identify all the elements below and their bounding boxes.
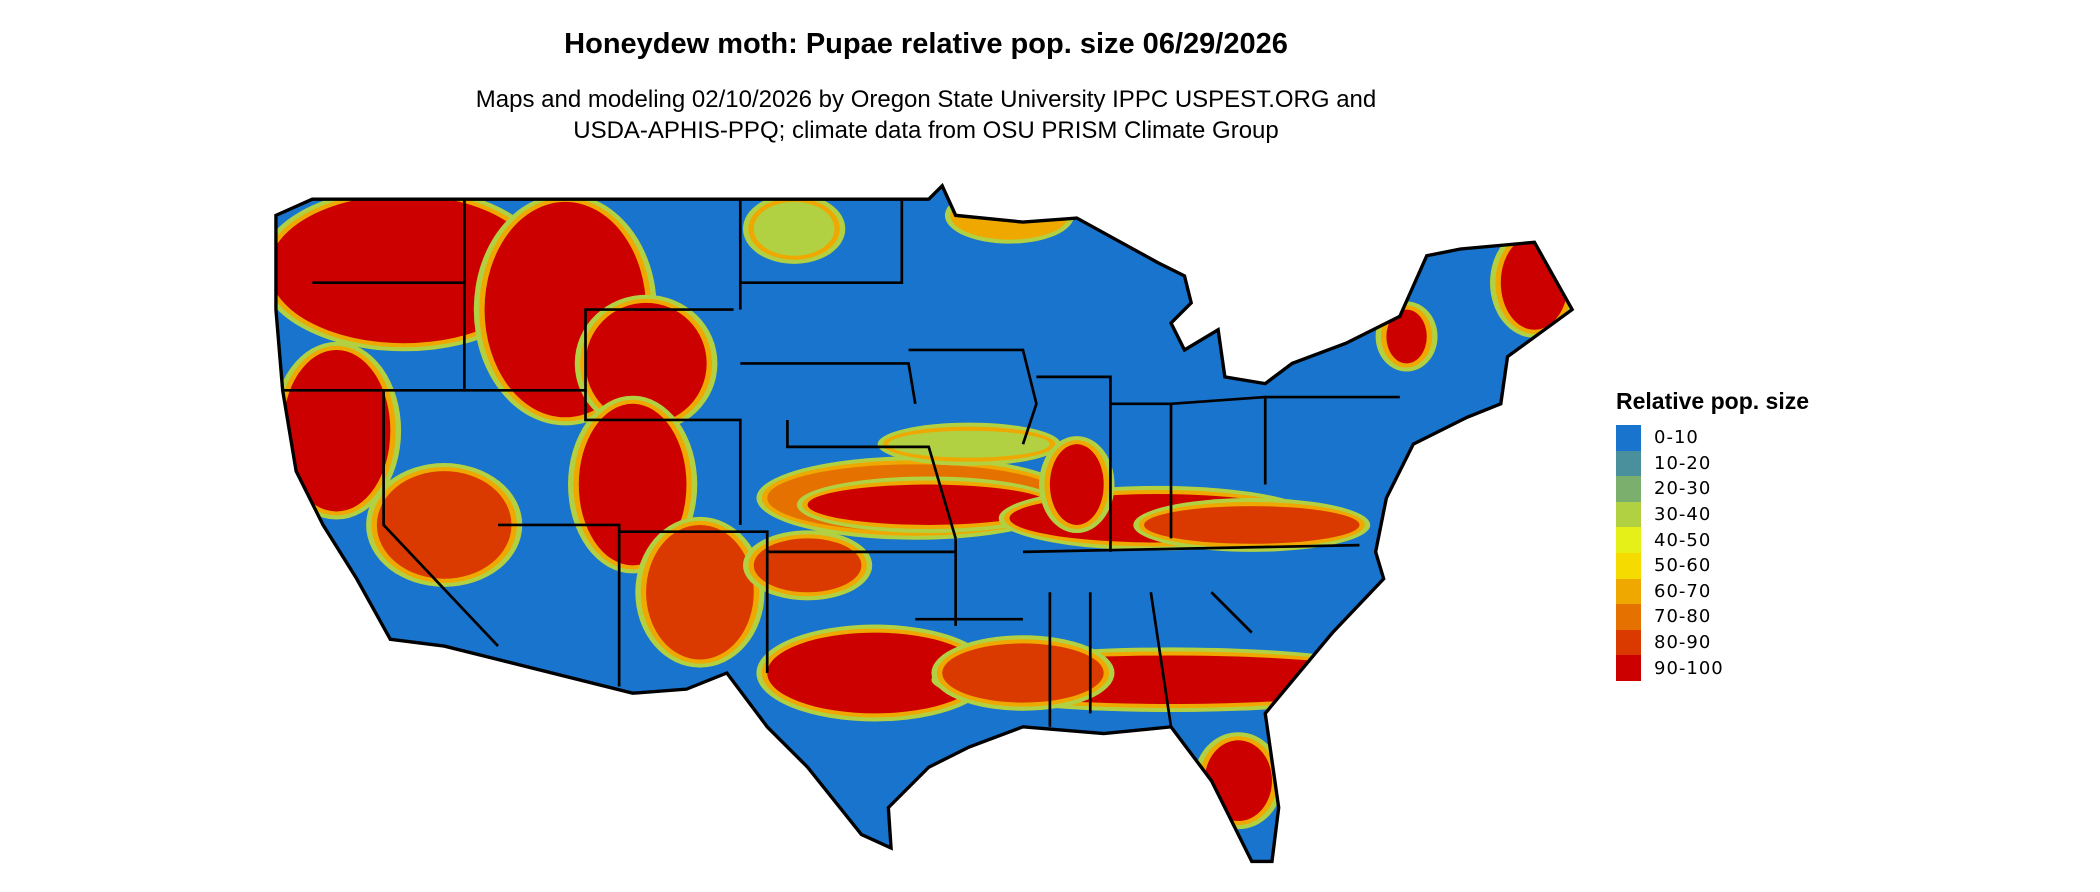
legend-label: 80-90 xyxy=(1654,632,1712,654)
legend-item: 60-70 xyxy=(1616,578,1809,605)
legend-label: 60-70 xyxy=(1654,580,1712,602)
legend-item: 40-50 xyxy=(1616,527,1809,553)
state-border xyxy=(382,390,499,648)
legend-swatch xyxy=(1616,655,1641,681)
hotspot-region xyxy=(376,471,512,579)
legend-swatch xyxy=(1616,450,1641,477)
state-border xyxy=(584,390,742,525)
hotspot-region xyxy=(1204,740,1272,822)
hotspot-region xyxy=(753,201,835,256)
hotspot-region xyxy=(275,195,539,344)
legend-title: Relative pop. size xyxy=(1616,388,1810,414)
legend-item: 10-20 xyxy=(1616,450,1809,477)
legend-label: 40-50 xyxy=(1654,529,1712,551)
hotspot-region xyxy=(1049,444,1104,525)
hotspot-areas xyxy=(275,187,1573,830)
legend-item: 30-40 xyxy=(1616,501,1809,528)
legend-item: 20-30 xyxy=(1616,476,1809,502)
state-border xyxy=(786,419,957,539)
legend-swatch xyxy=(1616,552,1641,579)
hotspot-region xyxy=(942,643,1104,703)
legend-swatch xyxy=(1616,604,1641,630)
state-border xyxy=(740,362,917,405)
state-border xyxy=(740,199,904,285)
hotspot-region xyxy=(585,302,707,424)
legend-label: 50-60 xyxy=(1654,555,1712,577)
legend-label: 30-40 xyxy=(1654,504,1712,526)
legend-item: 80-90 xyxy=(1616,629,1809,656)
state-border xyxy=(1022,543,1360,554)
us-outline xyxy=(274,182,1575,864)
hotspot-region xyxy=(282,349,391,512)
hotspot-region xyxy=(1144,506,1360,544)
hotspot-region xyxy=(767,632,983,714)
state-border xyxy=(1149,592,1173,728)
legend-label: 0-10 xyxy=(1654,427,1699,449)
legend-swatch xyxy=(1616,501,1641,528)
hotspot-region xyxy=(1386,309,1427,364)
legend-item: 0-10 xyxy=(1616,425,1809,451)
legend-item: 90-100 xyxy=(1616,655,1809,681)
legend-swatch xyxy=(1616,629,1641,656)
legend: Relative pop. size 0-10 10-20 20-30 30-40 40… xyxy=(1616,388,1809,681)
legend-swatch xyxy=(1616,425,1641,451)
hotspot-region xyxy=(807,484,1050,525)
map-title: Honeydew moth: Pupae relative pop. size … xyxy=(564,28,1288,60)
state-border xyxy=(908,348,1038,445)
legend-label: 70-80 xyxy=(1654,606,1712,628)
state-borders xyxy=(282,199,1400,728)
legend-item: 70-80 xyxy=(1616,604,1809,630)
legend-swatch xyxy=(1616,527,1641,553)
state-border xyxy=(498,523,621,687)
map-subtitle-line2: USDA-APHIS-PPQ; climate data from OSU PR… xyxy=(573,117,1279,144)
legend-swatch xyxy=(1616,476,1641,502)
legend-label: 90-100 xyxy=(1654,657,1724,679)
legend-label: 20-30 xyxy=(1654,478,1712,500)
legend-label: 10-20 xyxy=(1654,452,1712,474)
legend-item: 50-60 xyxy=(1616,552,1809,579)
legend-swatch xyxy=(1616,578,1641,605)
state-border xyxy=(1036,375,1112,552)
state-border xyxy=(464,308,734,392)
hotspot-region xyxy=(646,524,754,660)
state-border xyxy=(619,530,769,673)
state-border xyxy=(1210,591,1253,634)
hotspot-region xyxy=(753,538,862,593)
map-subtitle-line1: Maps and modeling 02/10/2026 by Oregon S… xyxy=(475,86,1377,113)
